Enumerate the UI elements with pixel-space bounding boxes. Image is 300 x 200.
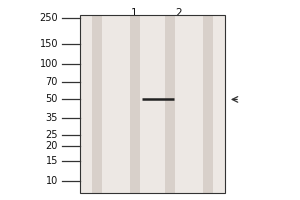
Bar	[202, 15, 213, 193]
Bar	[92, 15, 103, 193]
Text: 70: 70	[46, 77, 58, 87]
Text: 25: 25	[46, 130, 58, 140]
Text: 1: 1	[130, 8, 137, 18]
Bar	[130, 15, 140, 193]
Text: 100: 100	[40, 59, 58, 69]
Text: 10: 10	[46, 176, 58, 186]
Text: 20: 20	[46, 141, 58, 151]
Text: 35: 35	[46, 113, 58, 123]
Text: 50: 50	[46, 94, 58, 104]
Text: 2: 2	[175, 8, 182, 18]
Text: 15: 15	[46, 156, 58, 166]
Bar	[80, 15, 225, 193]
Text: 250: 250	[39, 13, 58, 23]
Bar	[80, 15, 225, 193]
Bar	[165, 15, 175, 193]
Text: 150: 150	[40, 39, 58, 49]
